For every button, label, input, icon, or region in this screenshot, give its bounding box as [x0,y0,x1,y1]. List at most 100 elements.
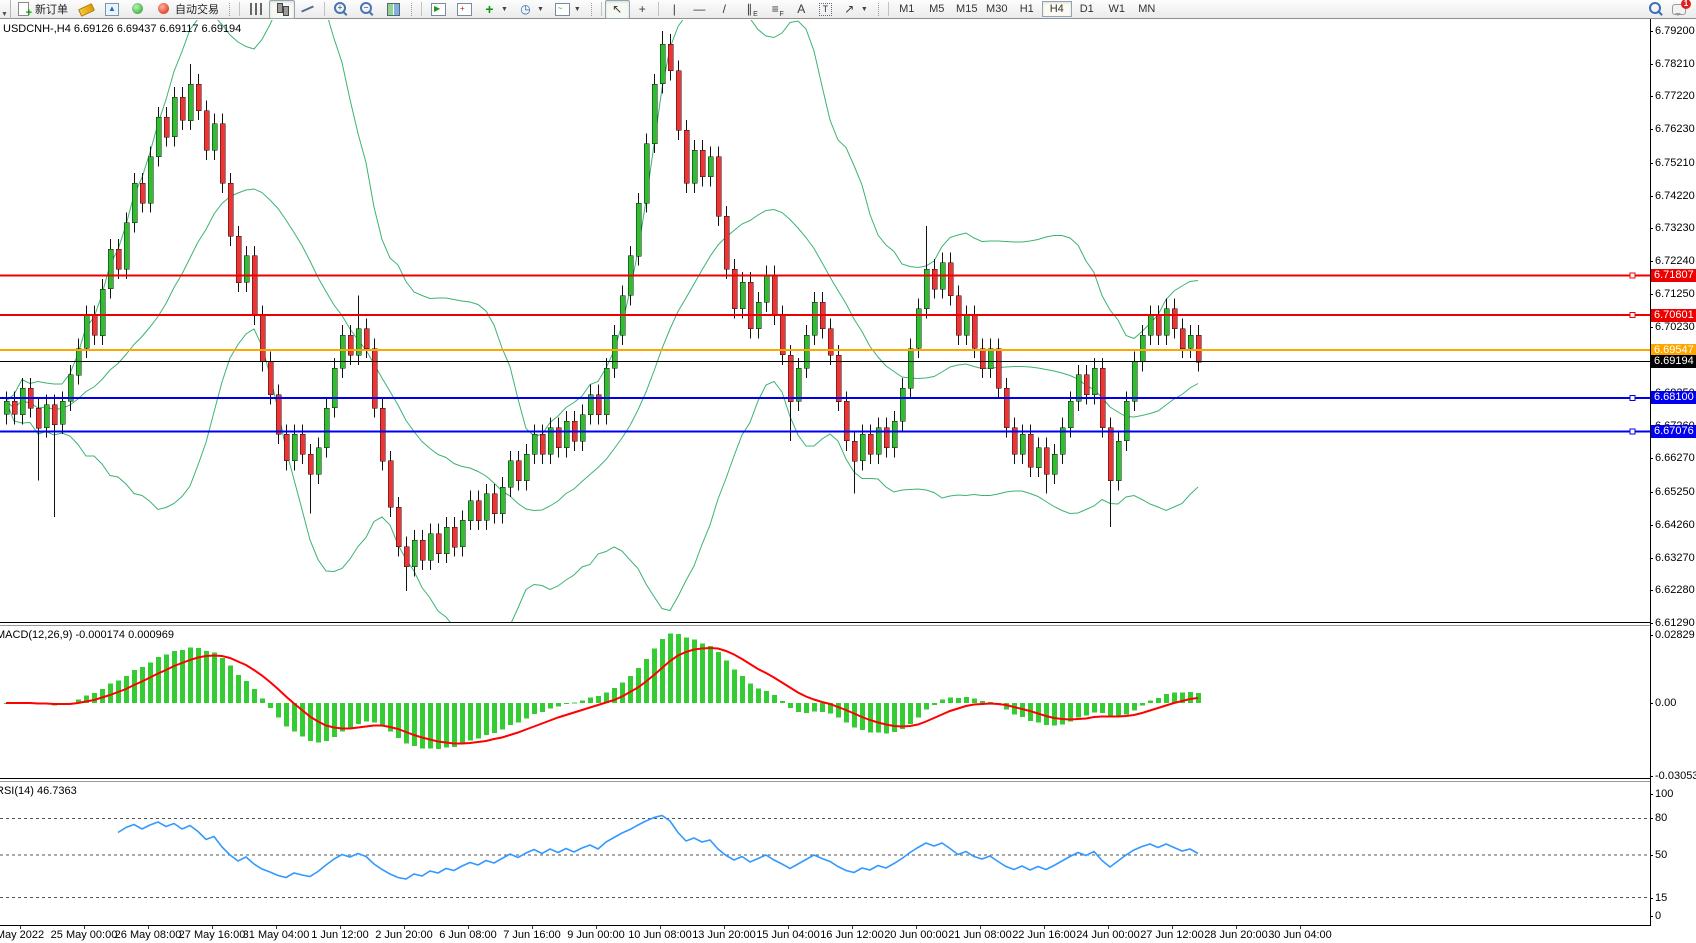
date-label: 28 Jun 20:00 [1204,929,1268,941]
macd-tick-label: 0.02829 [1655,628,1695,641]
chevron-down-icon: ▼ [573,5,581,13]
cursor-tool-button[interactable]: ↖ [604,0,630,19]
new-order-button[interactable]: + 新订单 [11,0,73,19]
zoom-in-button[interactable]: + [328,0,354,19]
rsi-levels [0,818,1650,898]
timeframe-toolbar: M1 M5 M15 M30 H1 H4 D1 W1 MN [892,1,1162,17]
timeframe-button-h4[interactable]: H4 [1041,1,1072,17]
date-label: 15 Jun 04:00 [756,929,820,941]
cursor-icon: ↖ [612,2,623,16]
price-tick-mark [1650,63,1653,65]
date-tick-mark [1236,926,1237,929]
candlestick-chart-icon [274,1,290,17]
panel-separator[interactable] [0,778,1650,779]
rsi-tick-label: 15 [1655,891,1668,904]
price-line-label[interactable]: 6.71807 [1651,268,1696,282]
publish-chart-button[interactable]: ▲ [99,0,125,19]
rsi-line [117,814,1199,880]
zoom-in-icon: + [333,1,349,17]
price-line-label[interactable]: 6.69547 [1651,343,1696,357]
periods-button[interactable]: ◷ ▼ [513,0,549,19]
arrows-tool[interactable]: ↗ ▼ [837,0,873,19]
date-tick-mark [980,926,981,929]
zoom-out-button[interactable]: − [354,0,380,19]
price-line-label[interactable]: 6.69194 [1651,355,1696,369]
styler-button[interactable] [73,0,99,19]
trendline-tool[interactable]: / [712,0,737,19]
timeframe-button-m15[interactable]: M15 [956,3,978,15]
price-tick-label: 6.73230 [1655,222,1695,235]
timeframe-button-m5[interactable]: M5 [929,3,945,15]
chart-shift-button[interactable]: + [451,0,477,19]
price-axis[interactable]: 6.79200 6.78210 6.77220 6.76230 6.75210 6.742… [1650,19,1696,926]
price-tick-label: 6.71250 [1655,287,1695,300]
signals-button[interactable] [125,0,151,19]
vertical-line-icon: | [672,2,676,16]
bollinger-upper-line [5,20,1199,437]
price-chart-canvas[interactable] [0,20,1650,623]
price-line-label[interactable]: 6.68100 [1651,391,1696,405]
macd-canvas[interactable] [0,626,1650,778]
price-tick-mark [1650,30,1653,32]
panel-separator-shadow [0,781,1650,782]
date-label: 30 Jun 04:00 [1268,929,1332,941]
chevron-down-icon: ▼ [1,10,8,18]
horizontal-price-lines[interactable] [0,272,1650,435]
timeframe-button-m30[interactable]: M30 [986,3,1008,15]
chevron-down-icon: ▼ [536,5,544,13]
price-tick-label: 6.62280 [1655,584,1695,597]
date-label: 13 Jun 20:00 [692,929,756,941]
date-tick-mark [724,926,725,929]
notifications-icon[interactable]: 1 [1672,0,1691,17]
panel-separator[interactable] [0,622,1650,623]
candles-series [3,31,1202,591]
timeframe-button-mn[interactable]: MN [1138,3,1156,15]
price-tick-mark [1650,458,1653,460]
bar-chart-icon [248,1,264,17]
timeframe-button-w1[interactable]: W1 [1108,3,1126,15]
autotrade-button[interactable]: 自动交易 [151,0,224,19]
text-label-tool[interactable]: T [814,0,837,19]
search-icon[interactable] [1648,1,1664,17]
autotrade-icon [156,1,172,17]
toolbar-separator [239,2,240,16]
rsi-canvas[interactable] [0,782,1650,925]
arrow-symbols-icon: ↗ [844,2,855,16]
candlestick-chart-button[interactable] [269,0,295,19]
rsi-tick-mark [1650,897,1653,899]
date-axis[interactable]: May 2022 25 May 00:00 26 May 08:00 27 May 1… [0,926,1650,943]
macd-signal-line [6,646,1199,745]
price-line-label[interactable]: 6.70601 [1651,308,1696,322]
templates-button[interactable]: ~ ▼ [549,0,586,19]
text-icon: A [797,2,806,16]
date-tick-mark [84,926,85,929]
macd-tick-mark [1650,776,1653,778]
price-tick-label: 6.75210 [1655,156,1695,169]
price-tick-mark [1650,162,1653,164]
channel-tool[interactable]: ∥ E [737,0,763,19]
date-label: 27 Jun 12:00 [1140,929,1204,941]
price-line-label[interactable]: 6.67076 [1651,425,1696,439]
price-tick-mark [1650,261,1653,262]
price-tick-label: 6.64260 [1655,518,1695,531]
horizontal-line-tool[interactable]: — [687,0,712,19]
bollinger-lower-line [5,328,1199,623]
timeframe-button-d1[interactable]: D1 [1079,3,1094,15]
timeframe-button-h1[interactable]: H1 [1019,3,1034,15]
price-tick-label: 6.74220 [1655,189,1695,202]
vertical-line-tool[interactable]: | [662,0,687,19]
toolbar-overflow-button[interactable]: ▼ [0,0,11,19]
date-tick-mark [1044,926,1045,929]
crosshair-tool-button[interactable]: + [630,0,655,19]
add-indicator-button[interactable]: + ▼ [477,0,513,19]
text-tool[interactable]: A [789,0,814,19]
bar-chart-button[interactable] [243,0,269,19]
tile-windows-button[interactable] [380,0,406,19]
auto-scroll-button[interactable]: ▶ [425,0,451,19]
line-chart-button[interactable] [295,0,321,19]
fibonacci-tool[interactable]: ≡ F [763,0,789,19]
timeframe-button-m1[interactable]: M1 [899,3,915,15]
toolbar-grip [411,2,415,16]
date-label: 26 May 08:00 [114,929,182,941]
macd-label: MACD(12,26,9) -0.000174 0.000969 [0,629,174,641]
